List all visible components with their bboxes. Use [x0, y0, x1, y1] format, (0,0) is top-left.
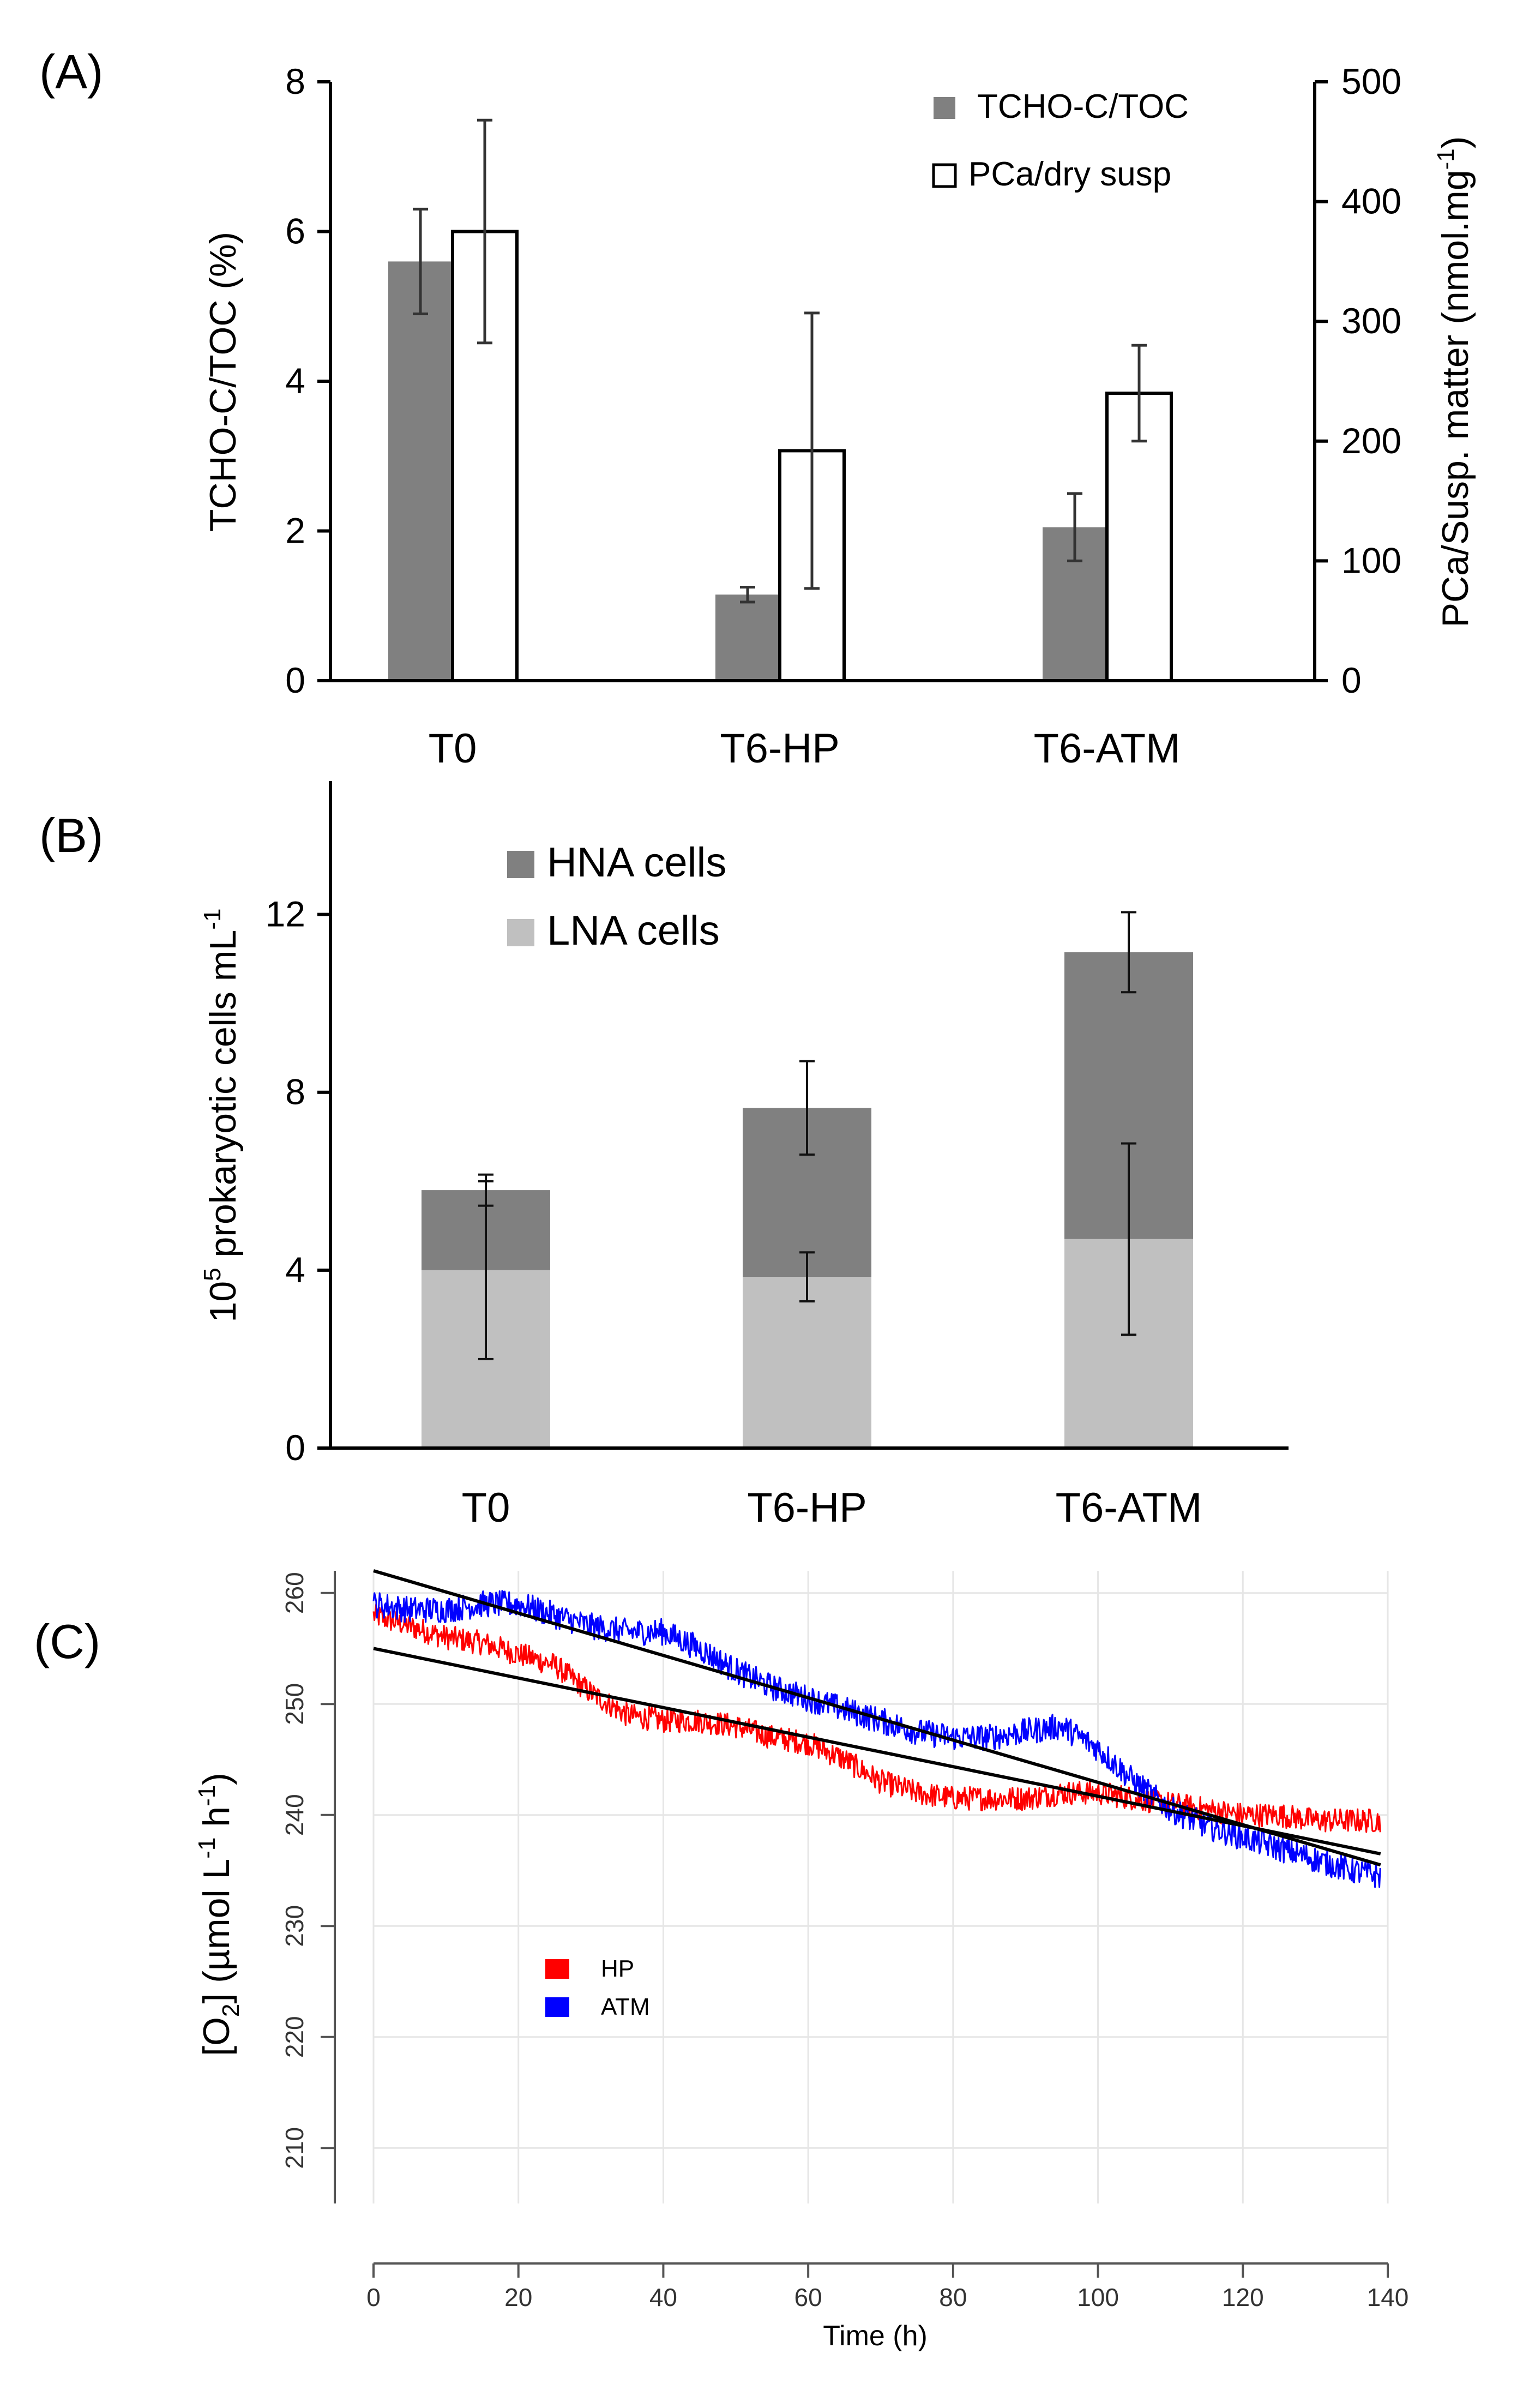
- panel-a-bar-tcho: [715, 595, 780, 681]
- panel-a-right-tick-label: 300: [1341, 301, 1401, 341]
- panel-c-y-tick-label: 220: [280, 2016, 309, 2058]
- panel-a-label: (A): [39, 45, 103, 99]
- panel-a-category-labels: T0 T6-HP T6-ATM: [429, 725, 1181, 772]
- panel-c-y-tick-label: 260: [280, 1572, 309, 1614]
- panel-c-y-tick-label: 210: [280, 2127, 309, 2169]
- panel-c-grid: [372, 1571, 1389, 2203]
- panel-a-left-tick-label: 6: [285, 211, 305, 251]
- panel-c-x-tick-label: 60: [794, 2283, 822, 2311]
- panel-a-left-axis-title: TCHO-C/TOC (%): [202, 232, 244, 532]
- panel-b: (B) 0 4 8 12 T0 T6-HP T6-ATM 105 prokaryotic …: [39, 781, 1289, 1531]
- panel-a-bar-tcho: [388, 261, 453, 681]
- panel-a-right-tick-label: 0: [1341, 660, 1362, 700]
- panel-b-y-tick-label: 4: [285, 1250, 305, 1290]
- panel-c-x-tick-label: 0: [366, 2283, 381, 2311]
- panel-b-bar-lna: [743, 1277, 871, 1448]
- panel-c-x-tick-label: 100: [1077, 2283, 1119, 2311]
- panel-b-y-tick-label: 0: [285, 1427, 305, 1468]
- panel-c-series: [372, 1590, 1381, 1888]
- panel-a-category-label: T6-ATM: [1034, 725, 1181, 772]
- panel-b-legend: HNA cells LNA cells: [507, 839, 726, 954]
- panel-c-trendlines: [373, 1569, 1381, 1867]
- panel-c-x-tick-label: 120: [1222, 2283, 1264, 2311]
- panel-c-y-tick-label: 250: [280, 1683, 309, 1725]
- panel-a-right-tick-label: 100: [1341, 540, 1401, 580]
- panel-a-error-bars: [413, 118, 1147, 604]
- panel-c-line-atm: [372, 1590, 1381, 1888]
- panel-b-label: (B): [39, 808, 103, 862]
- panel-c-legend-label-atm: ATM: [601, 1993, 650, 2020]
- panel-a-bars: [388, 230, 1173, 682]
- panel-a-ticks: 0 2 4 6 8 0 100 200 300 400 500: [285, 61, 1401, 700]
- panel-a-right-tick-label: 200: [1341, 421, 1401, 461]
- panel-c-x-tick-label: 20: [504, 2283, 532, 2311]
- panel-b-category-label: T6-ATM: [1056, 1485, 1202, 1531]
- panel-b-error-bars: [478, 911, 1136, 1360]
- panel-c-x-tick-label: 40: [649, 2283, 677, 2311]
- panel-c-line-hp: [372, 1603, 1381, 1833]
- panel-a-right-axis-title: PCa/Susp. matter (nmol.mg-1): [1432, 136, 1476, 628]
- panel-a-left-tick-label: 4: [285, 361, 305, 401]
- panel-a-legend-swatch-pca: [932, 163, 957, 188]
- panel-b-legend-label-hna: HNA cells: [547, 839, 726, 886]
- panel-c-y-axis-title: [O2] (µmol L-1 h-1): [194, 1773, 244, 2056]
- panel-b-category-labels: T0 T6-HP T6-ATM: [462, 1485, 1202, 1531]
- panel-b-category-label: T6-HP: [747, 1485, 867, 1531]
- panel-c-y-tick-label: 240: [280, 1794, 309, 1836]
- panel-b-ticks: 0 4 8 12: [266, 894, 330, 1468]
- panel-a-legend: TCHO-C/TOC PCa/dry susp: [932, 88, 1189, 193]
- panel-a-left-tick-label: 2: [285, 511, 305, 551]
- panel-a-right-tick-label: 400: [1341, 181, 1401, 221]
- panel-b-y-tick-label: 8: [285, 1072, 305, 1112]
- panel-b-category-label: T0: [462, 1485, 510, 1531]
- panel-c-trendline-hp: [373, 1647, 1381, 1855]
- panel-c: (C) 0 20 40 60 80 100 120 140 210 220 230 240 250 260…: [34, 1569, 1408, 2352]
- panel-a-left-tick-label: 0: [285, 660, 305, 700]
- panel-b-bars: [422, 952, 1193, 1448]
- panel-b-legend-swatch-lna: [507, 919, 534, 946]
- panel-b-y-axis-title: 105 prokaryotic cells mL-1: [199, 909, 244, 1323]
- panel-a-category-label: T6-HP: [720, 725, 840, 772]
- panel-c-ticks: 0 20 40 60 80 100 120 140 210 220 230 240 250 260: [280, 1572, 1408, 2311]
- panel-b-legend-swatch-hna: [507, 851, 534, 878]
- panel-a-legend-label-pca: PCa/dry susp: [968, 155, 1171, 193]
- panel-a-category-label: T0: [429, 725, 477, 772]
- panel-c-legend-swatch-hp: [545, 1959, 569, 1979]
- panel-a-legend-swatch-tcho: [934, 97, 955, 119]
- panel-b-y-tick-label: 12: [266, 894, 305, 934]
- panel-c-x-tick-label: 140: [1367, 2283, 1409, 2311]
- panel-b-legend-label-lna: LNA cells: [547, 908, 720, 954]
- panel-c-x-tick-label: 80: [939, 2283, 967, 2311]
- panel-c-legend-swatch-atm: [545, 1997, 569, 2017]
- panel-c-legend: HP ATM: [545, 1955, 650, 2020]
- panel-c-y-tick-label: 230: [280, 1905, 309, 1947]
- panel-a-right-tick-label: 500: [1341, 61, 1401, 101]
- panel-a-left-tick-label: 8: [285, 61, 305, 101]
- panel-c-label: (C): [34, 1614, 100, 1668]
- panel-c-legend-label-hp: HP: [601, 1955, 634, 1982]
- panel-a-legend-label-tcho: TCHO-C/TOC: [977, 88, 1189, 125]
- panel-c-trendline-atm: [373, 1569, 1381, 1867]
- panel-c-x-axis-title: Time (h): [823, 2320, 928, 2352]
